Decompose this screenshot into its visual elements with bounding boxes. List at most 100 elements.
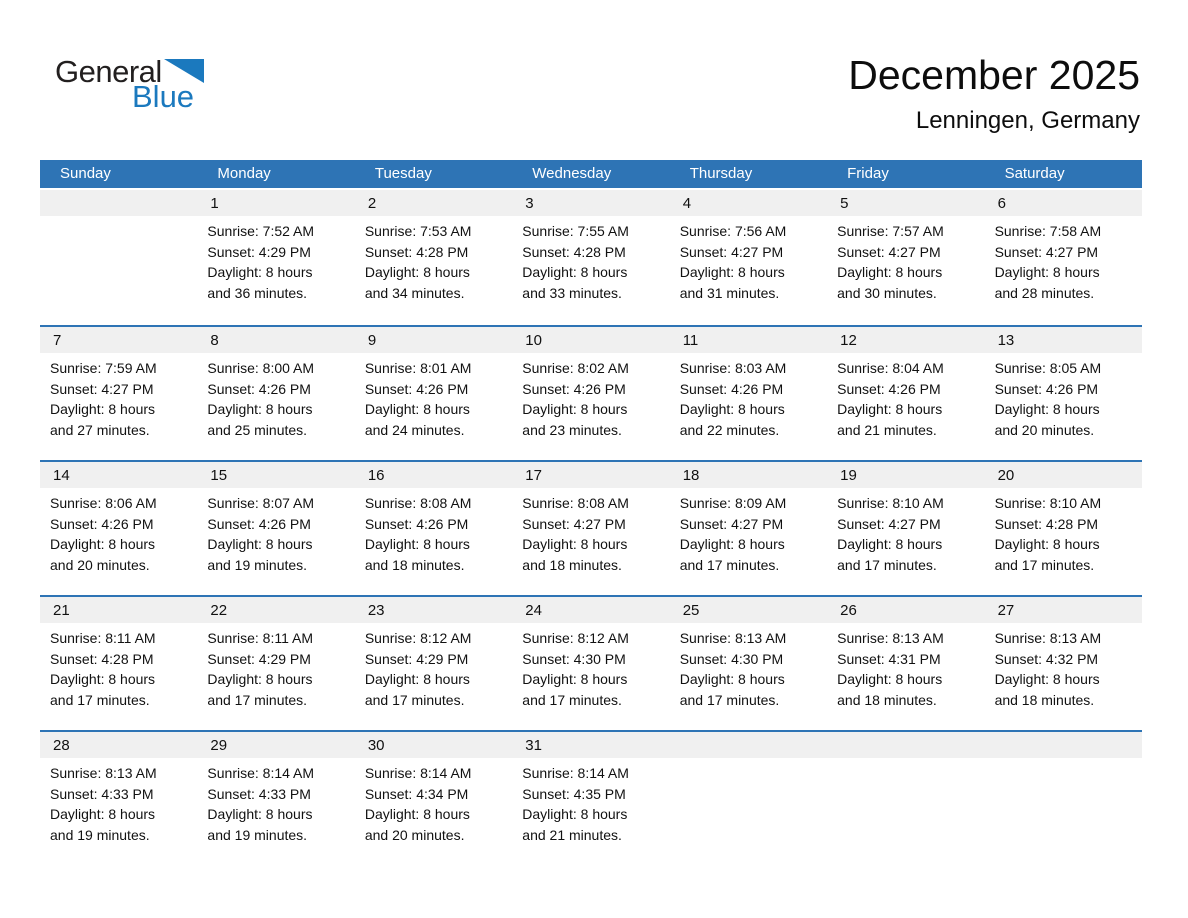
daylight-line2: and 20 minutes.: [994, 421, 1095, 438]
sunrise-text: Sunrise: 8:13 AM: [994, 630, 1102, 646]
sunset-text: Sunset: 4:29 PM: [207, 243, 311, 260]
sunset-text: Sunset: 4:26 PM: [50, 515, 154, 532]
day-number: 20: [984, 462, 1142, 488]
sunset-text: Sunset: 4:28 PM: [994, 515, 1099, 532]
week-row: 14 Sunrise: 8:06 AM Sunset: 4:26 PM Dayl…: [40, 460, 1142, 595]
sunrise-text: Sunrise: 8:08 AM: [522, 495, 629, 511]
weekday-header-friday: Friday: [847, 165, 889, 182]
daylight-line1: Daylight: 8 hours: [994, 264, 1100, 280]
week-row: 7 Sunrise: 7:59 AM Sunset: 4:27 PM Dayli…: [40, 325, 1142, 460]
sunset-text: Sunset: 4:33 PM: [50, 785, 154, 802]
day-details: [40, 216, 197, 221]
day-cell: 19 Sunrise: 8:10 AM Sunset: 4:27 PM Dayl…: [827, 462, 985, 595]
day-cell: 16 Sunrise: 8:08 AM Sunset: 4:26 PM Dayl…: [354, 462, 513, 595]
sunset-text: Sunset: 4:26 PM: [994, 380, 1099, 397]
daylight-line1: Daylight: 8 hours: [364, 671, 470, 687]
daylight-line2: and 19 minutes.: [207, 556, 308, 573]
sunset-text: Sunset: 4:26 PM: [679, 380, 784, 397]
daylight-line2: and 17 minutes.: [364, 691, 465, 708]
day-number: 30: [354, 732, 513, 758]
daylight-line2: and 17 minutes.: [679, 556, 780, 573]
day-details: Sunrise: 8:01 AM Sunset: 4:26 PM Dayligh…: [355, 353, 512, 440]
sunrise-text: Sunrise: 7:56 AM: [679, 223, 787, 239]
sunrise-text: Sunrise: 8:09 AM: [679, 495, 787, 511]
sunset-text: Sunset: 4:28 PM: [522, 243, 626, 260]
sunrise-text: Sunrise: 7:57 AM: [837, 223, 944, 239]
sunset-text: Sunset: 4:35 PM: [522, 785, 626, 802]
daylight-line1: Daylight: 8 hours: [994, 401, 1100, 417]
sunrise-text: Sunrise: 7:53 AM: [364, 223, 472, 239]
daylight-line1: Daylight: 8 hours: [522, 671, 628, 687]
day-cell: 23 Sunrise: 8:12 AM Sunset: 4:29 PM Dayl…: [354, 597, 513, 730]
sunrise-text: Sunrise: 7:55 AM: [522, 223, 629, 239]
sunset-text: Sunset: 4:27 PM: [994, 243, 1099, 260]
day-number: [827, 732, 985, 758]
sunrise-text: Sunrise: 8:14 AM: [207, 765, 315, 781]
sunset-text: Sunset: 4:26 PM: [522, 380, 626, 397]
weekday-header-wednesday: Wednesday: [532, 165, 612, 182]
day-details: Sunrise: 8:13 AM Sunset: 4:33 PM Dayligh…: [40, 758, 197, 845]
day-number: 11: [669, 327, 828, 353]
sunrise-text: Sunrise: 8:13 AM: [837, 630, 944, 646]
logo-text-general: General: [55, 54, 162, 89]
daylight-line2: and 17 minutes.: [50, 691, 150, 708]
day-cell: 29 Sunrise: 8:14 AM Sunset: 4:33 PM Dayl…: [197, 732, 355, 865]
sunset-text: Sunset: 4:26 PM: [364, 380, 469, 397]
daylight-line2: and 20 minutes.: [364, 826, 465, 843]
sunrise-text: Sunrise: 8:04 AM: [837, 360, 944, 376]
day-cell: 18 Sunrise: 8:09 AM Sunset: 4:27 PM Dayl…: [669, 462, 828, 595]
general-blue-logo: General Blue: [55, 54, 204, 112]
day-number: 21: [40, 597, 198, 623]
daylight-line2: and 19 minutes.: [207, 826, 308, 843]
daylight-line2: and 23 minutes.: [522, 421, 622, 438]
sunrise-text: Sunrise: 8:12 AM: [364, 630, 472, 646]
sunrise-text: Sunrise: 8:02 AM: [522, 360, 629, 376]
sunset-text: Sunset: 4:27 PM: [522, 515, 626, 532]
daylight-line1: Daylight: 8 hours: [994, 671, 1100, 687]
day-number: 27: [984, 597, 1142, 623]
day-number: 5: [827, 190, 985, 216]
daylight-line1: Daylight: 8 hours: [679, 671, 785, 687]
day-details: Sunrise: 8:08 AM Sunset: 4:26 PM Dayligh…: [355, 488, 512, 575]
daylight-line1: Daylight: 8 hours: [50, 401, 156, 417]
sunset-text: Sunset: 4:27 PM: [679, 515, 784, 532]
day-details: Sunrise: 8:04 AM Sunset: 4:26 PM Dayligh…: [827, 353, 984, 440]
day-cell: 27 Sunrise: 8:13 AM Sunset: 4:32 PM Dayl…: [984, 597, 1142, 730]
day-details: Sunrise: 8:14 AM Sunset: 4:33 PM Dayligh…: [197, 758, 354, 845]
day-cell: 17 Sunrise: 8:08 AM Sunset: 4:27 PM Dayl…: [512, 462, 670, 595]
day-number: 14: [40, 462, 198, 488]
day-details: Sunrise: 8:02 AM Sunset: 4:26 PM Dayligh…: [512, 353, 669, 440]
daylight-line2: and 34 minutes.: [364, 284, 465, 301]
daylight-line2: and 17 minutes.: [522, 691, 622, 708]
daylight-line1: Daylight: 8 hours: [522, 401, 628, 417]
day-cell: 13 Sunrise: 8:05 AM Sunset: 4:26 PM Dayl…: [984, 327, 1142, 460]
day-details: Sunrise: 7:53 AM Sunset: 4:28 PM Dayligh…: [355, 216, 512, 303]
daylight-line1: Daylight: 8 hours: [207, 264, 313, 280]
week-row: 28 Sunrise: 8:13 AM Sunset: 4:33 PM Dayl…: [40, 730, 1142, 865]
sunrise-text: Sunrise: 8:14 AM: [364, 765, 472, 781]
sunset-text: Sunset: 4:29 PM: [364, 650, 469, 667]
day-number: 13: [984, 327, 1142, 353]
calendar-weeks: 1 Sunrise: 7:52 AM Sunset: 4:29 PM Dayli…: [40, 190, 1142, 865]
sunrise-text: Sunrise: 7:52 AM: [207, 223, 315, 239]
sunrise-text: Sunrise: 8:06 AM: [50, 495, 157, 511]
sunset-text: Sunset: 4:28 PM: [50, 650, 154, 667]
day-number: 4: [669, 190, 828, 216]
sunrise-text: Sunrise: 8:08 AM: [364, 495, 472, 511]
sunset-text: Sunset: 4:33 PM: [207, 785, 311, 802]
daylight-line2: and 18 minutes.: [837, 691, 937, 708]
day-details: [827, 758, 984, 763]
sunrise-text: Sunrise: 8:05 AM: [994, 360, 1102, 376]
day-details: Sunrise: 8:10 AM Sunset: 4:28 PM Dayligh…: [985, 488, 1142, 575]
day-number: 18: [669, 462, 828, 488]
day-details: Sunrise: 7:56 AM Sunset: 4:27 PM Dayligh…: [670, 216, 827, 303]
sunset-text: Sunset: 4:26 PM: [207, 515, 311, 532]
day-number: 26: [827, 597, 985, 623]
day-details: Sunrise: 8:03 AM Sunset: 4:26 PM Dayligh…: [670, 353, 827, 440]
page-header: General Blue December 2025 Lenningen, Ge…: [0, 0, 1188, 160]
sunset-text: Sunset: 4:29 PM: [207, 650, 311, 667]
daylight-line2: and 25 minutes.: [207, 421, 308, 438]
day-details: Sunrise: 7:57 AM Sunset: 4:27 PM Dayligh…: [827, 216, 984, 303]
weekday-header-monday: Monday: [217, 165, 271, 182]
